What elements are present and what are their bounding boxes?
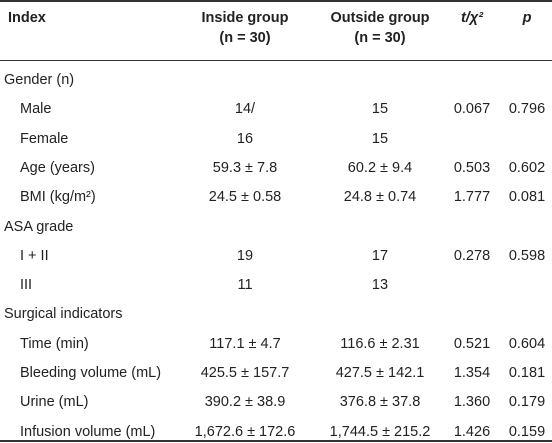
- table-row: Bleeding volume (mL) 425.5 ± 157.7 427.5 ±…: [0, 362, 552, 384]
- table-row: I + II 19 17 0.278 0.598: [0, 245, 552, 267]
- section-row: Surgical indicators: [0, 303, 552, 325]
- row-label: Bleeding volume (mL): [20, 365, 162, 381]
- section-label: Gender (n): [4, 72, 75, 88]
- section-label: ASA grade: [4, 218, 74, 235]
- outside-value: 13: [371, 277, 389, 294]
- stat-value: 1.777: [453, 189, 491, 206]
- header-outside-n: (n = 30): [354, 30, 406, 46]
- inside-value: 11: [237, 277, 253, 294]
- section-row: Gender (n): [0, 69, 552, 91]
- inside-value: 14/: [234, 101, 256, 118]
- bottom-rule: [0, 440, 552, 442]
- row-label: Infusion volume (mL): [20, 423, 156, 440]
- table-row: Urine (mL) 390.2 ± 38.9 376.8 ± 37.8 1.360 0…: [0, 391, 552, 413]
- header-rule: [0, 60, 552, 61]
- row-label: Time (min): [20, 335, 89, 352]
- stat-value: 1.426: [453, 423, 491, 440]
- header-inside-n: (n = 30): [219, 30, 271, 46]
- table-row: III 11 13: [0, 274, 552, 296]
- stat-value: 0.521: [453, 335, 491, 352]
- inside-value: 24.5 ± 0.58: [208, 189, 282, 206]
- outside-value: 427.5 ± 142.1: [335, 365, 425, 381]
- stat-value: 0.067: [453, 101, 491, 118]
- p-value: 0.604: [508, 335, 546, 352]
- row-label: I + II: [20, 247, 49, 264]
- outside-value: 15: [371, 101, 389, 118]
- header-outside: Outside group (n = 30): [316, 8, 444, 48]
- inside-value: 59.3 ± 7.8: [212, 159, 278, 176]
- inside-value: 425.5 ± 157.7: [200, 365, 290, 381]
- row-label: Age (years): [20, 159, 95, 176]
- p-value: 0.179: [508, 394, 546, 411]
- inside-value: 117.1 ± 4.7: [209, 335, 281, 352]
- table-row: Female 16 15: [0, 128, 552, 150]
- table-row: Time (min) 117.1 ± 4.7 116.6 ± 2.31 0.521 0.…: [0, 333, 552, 355]
- p-value: 0.598: [508, 247, 546, 264]
- p-value: 0.159: [508, 423, 546, 440]
- row-label: III: [20, 277, 33, 294]
- header-index: Index: [8, 10, 46, 26]
- section-label: Surgical indicators: [4, 306, 123, 323]
- outside-value: 116.6 ± 2.31: [340, 335, 420, 352]
- row-label: BMI (kg/m²): [20, 189, 96, 206]
- stat-value: 1.360: [453, 394, 491, 411]
- header-inside: Inside group (n = 30): [190, 8, 300, 48]
- inside-value: 16: [236, 130, 254, 147]
- outside-value: 24.8 ± 0.74: [343, 189, 417, 206]
- header-outside-title: Outside group: [330, 10, 430, 26]
- outside-value: 60.2 ± 9.4: [347, 159, 413, 176]
- inside-value: 1,672.6 ± 172.6: [194, 423, 296, 440]
- table-row: Age (years) 59.3 ± 7.8 60.2 ± 9.4 0.503 0.60…: [0, 157, 552, 179]
- table-row: Male 14/15 0.067 0.796: [0, 98, 552, 120]
- row-label: Female: [20, 130, 69, 147]
- row-label: Male: [20, 101, 52, 118]
- top-rule: [0, 0, 552, 2]
- table-row: Infusion volume (mL) 1,672.6 ± 172.6 1,744…: [0, 421, 552, 443]
- header-inside-title: Inside group: [201, 10, 289, 26]
- inside-value: 19: [236, 247, 254, 264]
- header-stat: t/χ²: [460, 10, 484, 26]
- outside-value: 17: [371, 247, 389, 264]
- section-row: ASA grade: [0, 216, 552, 238]
- stat-value: 0.278: [453, 247, 491, 264]
- p-value: 0.796: [508, 101, 546, 118]
- stat-value: 0.503: [453, 159, 491, 176]
- p-value: 0.081: [508, 189, 546, 206]
- inside-value: 390.2 ± 38.9: [204, 394, 286, 411]
- stat-value: 1.354: [453, 365, 491, 381]
- outside-value: 376.8 ± 37.8: [339, 394, 421, 411]
- outside-value: 15: [371, 130, 389, 147]
- header-p: p: [522, 10, 532, 26]
- row-label: Urine (mL): [20, 394, 89, 411]
- outside-value: 1,744.5 ± 215.2: [329, 423, 431, 440]
- table-row: BMI (kg/m²) 24.5 ± 0.58 24.8 ± 0.74 1.777 0.…: [0, 186, 552, 208]
- p-value: 0.181: [508, 365, 546, 381]
- p-value: 0.602: [508, 159, 546, 176]
